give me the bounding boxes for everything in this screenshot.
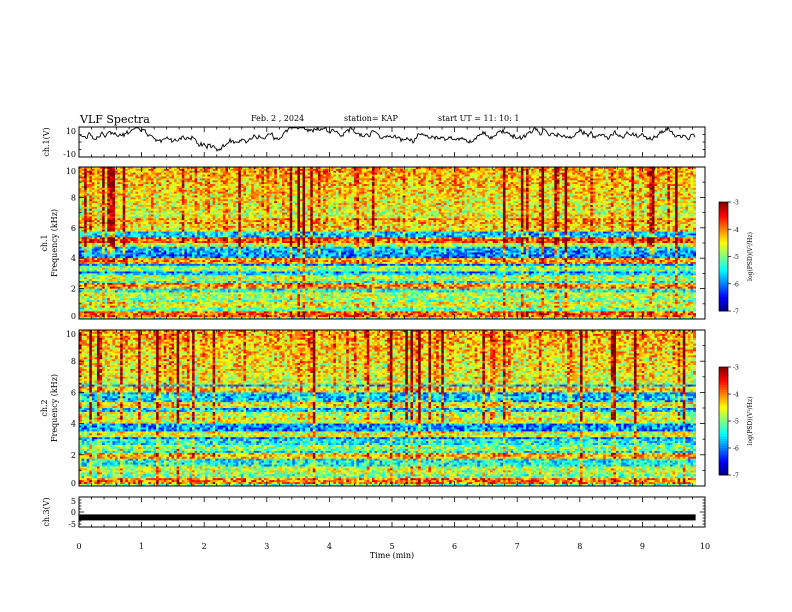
vlf-spectra-figure: 10-10ch.1(V)0246810ch.1 Frequency (kHz)-3… [0,0,792,612]
ch1-waveform-ytick-label: 10 [66,127,76,136]
ch1-waveform-ytick-label: -10 [63,150,76,159]
ch1-waveform-ylabel: ch.1(V) [42,127,51,156]
ch1-spectrogram-heatmap [79,167,696,319]
